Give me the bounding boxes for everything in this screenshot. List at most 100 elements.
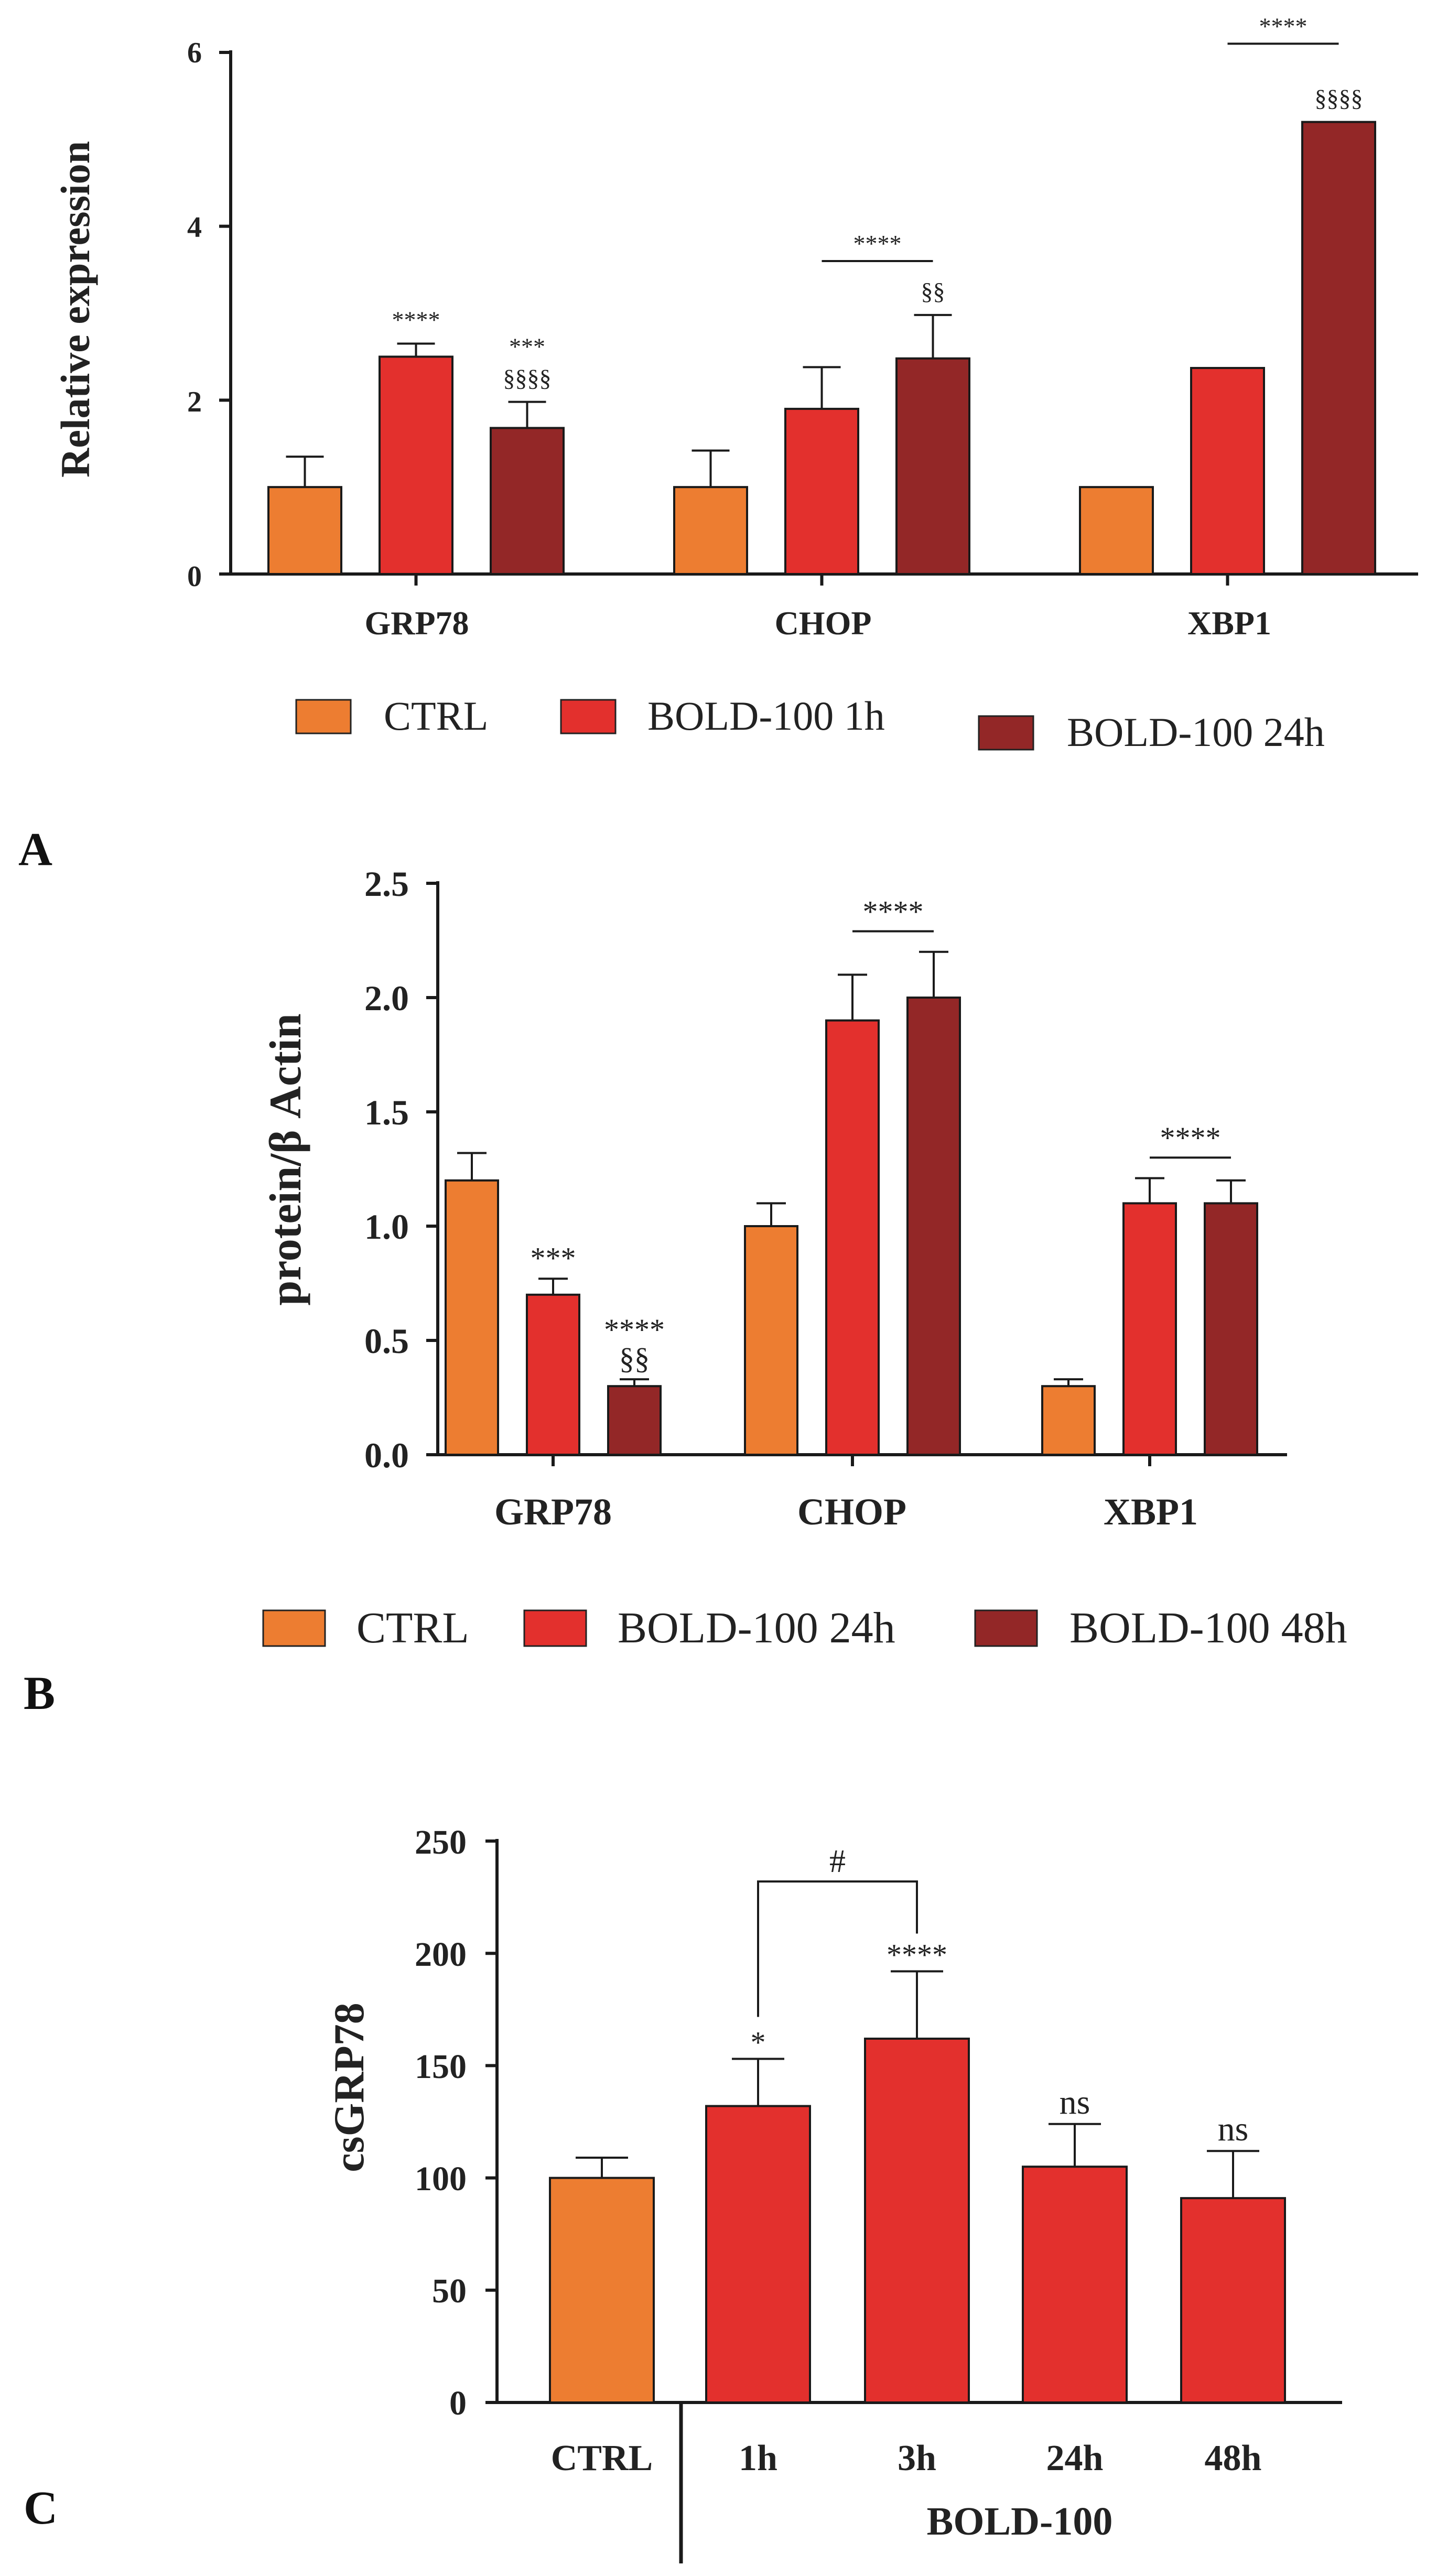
panel-c-bar — [1180, 2197, 1286, 2404]
panel-c-category-label: 3h — [898, 2438, 936, 2478]
panel-a: Relative expression 0 2 4 6 *******§§§§§… — [18, 13, 1418, 875]
panel-a-y-tick: 2 — [187, 386, 202, 418]
panel-a-bar — [1190, 366, 1265, 575]
panel-c-y-tick: 50 — [432, 2272, 467, 2310]
panel-b-bars: *******§§******** — [426, 881, 1287, 1466]
panel-a-letter: A — [18, 824, 52, 875]
panel-a-category-label: GRP78 — [364, 604, 469, 642]
panel-a-bar — [379, 355, 453, 576]
panel-a-category-label: CHOP — [775, 604, 872, 642]
panel-a-y-tick: 6 — [187, 37, 202, 69]
panel-a-legend-swatch-1h — [560, 699, 617, 734]
panel-a-bar — [784, 407, 859, 576]
panel-c-letter: C — [24, 2482, 58, 2534]
panel-b-y-tick: 0.0 — [364, 1435, 409, 1475]
panel-a-bar — [490, 427, 565, 576]
panel-c-bar — [705, 2105, 811, 2404]
panel-b-legend: CTRL BOLD-100 24h BOLD-100 48h — [262, 1604, 1347, 1652]
panel-c-significance-label: **** — [887, 1938, 947, 1972]
panel-a-significance-label: *** — [509, 333, 545, 360]
panel-b-bar — [607, 1385, 662, 1456]
panel-b-significance-label: *** — [531, 1241, 576, 1275]
panel-b-bar — [744, 1225, 798, 1456]
panel-b-bar — [825, 1019, 880, 1456]
panel-c-category-label: 1h — [739, 2438, 777, 2478]
panel-b-bracket-label: **** — [863, 895, 924, 929]
panel-a-bracket-label: **** — [853, 230, 902, 257]
panel-b-bar — [1041, 1385, 1096, 1456]
panel-b-legend-label: CTRL — [356, 1604, 469, 1652]
panel-b-bar — [526, 1293, 580, 1456]
panel-a-legend-label: BOLD-100 1h — [647, 693, 885, 739]
panel-c-x-labels: CTRL 1h 3h 24h 48h — [551, 2438, 1262, 2478]
panel-a-significance-label: §§§§ — [503, 365, 552, 392]
panel-a-y-tick: 0 — [187, 560, 202, 593]
panel-c-bracket-label: # — [829, 1844, 846, 1879]
panel-c-significance-label: ns — [1218, 2110, 1249, 2148]
panel-c-category-label: CTRL — [551, 2438, 653, 2478]
panel-b-legend-swatch-48h — [974, 1609, 1038, 1647]
panel-a-x-labels: GRP78 CHOP XBP1 — [364, 604, 1271, 642]
panel-b-letter: B — [24, 1668, 55, 1719]
panel-a-significance-label: **** — [392, 307, 440, 333]
panel-b: protein/β Actin 0.0 0.5 1.0 1.5 2.0 2.5 … — [24, 864, 1347, 1719]
panel-c-group-label: BOLD-100 — [927, 2499, 1113, 2543]
panel-b-bar — [1122, 1202, 1177, 1456]
panel-c-y-tick: 0 — [449, 2384, 467, 2422]
panel-b-bracket-label: **** — [1160, 1121, 1221, 1155]
panel-a-y-tick: 4 — [187, 211, 202, 244]
panel-c-y-label: csGRP78 — [325, 2003, 373, 2172]
panel-a-legend-label: CTRL — [384, 693, 488, 739]
panel-c-category-label: 48h — [1205, 2438, 1262, 2478]
panel-b-legend-label: BOLD-100 48h — [1069, 1604, 1347, 1652]
panel-a-bar — [895, 357, 970, 575]
panel-a-significance-label: §§§§ — [1315, 85, 1363, 112]
panel-b-y-label: protein/β Actin — [260, 1013, 310, 1305]
panel-a-bar — [1301, 121, 1376, 575]
panel-a-y-ticks: 0 2 4 6 — [187, 37, 202, 593]
panel-b-bar — [1204, 1202, 1258, 1456]
panel-a-bars: *******§§§§§§§§§§******** — [219, 13, 1418, 586]
panel-a-bracket-label: **** — [1259, 13, 1308, 39]
panel-b-significance-label: §§ — [619, 1341, 650, 1376]
panel-b-category-label: GRP78 — [494, 1491, 612, 1533]
panel-b-legend-swatch-ctrl — [262, 1609, 326, 1647]
panel-c-y-tick: 250 — [415, 1823, 467, 1861]
panel-b-legend-swatch-24h — [523, 1609, 587, 1647]
panel-b-y-tick: 1.5 — [364, 1092, 409, 1132]
panel-b-category-label: XBP1 — [1104, 1491, 1198, 1533]
panel-a-y-label: Relative expression — [52, 141, 98, 478]
panel-a-significance-label: §§ — [921, 278, 945, 305]
panel-b-category-label: CHOP — [797, 1491, 906, 1533]
panel-a-legend-label: BOLD-100 24h — [1067, 709, 1325, 755]
panel-c-bar — [1022, 2166, 1128, 2404]
panel-c-significance-label: ns — [1060, 2083, 1090, 2122]
panel-b-bar — [445, 1179, 499, 1456]
panel-c: csGRP78 0 50 100 150 200 250 *****nsns# … — [24, 1823, 1342, 2563]
panel-b-y-tick: 1.0 — [364, 1207, 409, 1247]
panel-c-category-label: 24h — [1046, 2438, 1104, 2478]
panel-b-legend-label: BOLD-100 24h — [618, 1604, 895, 1652]
panel-a-legend: CTRL BOLD-100 1h BOLD-100 24h — [295, 693, 1325, 755]
panel-a-category-label: XBP1 — [1187, 604, 1271, 642]
panel-c-y-ticks: 0 50 100 150 200 250 — [415, 1823, 467, 2422]
panel-b-x-labels: GRP78 CHOP XBP1 — [494, 1491, 1198, 1533]
panel-c-bar — [549, 2177, 655, 2404]
panel-b-bar — [906, 997, 961, 1456]
panel-c-y-tick: 150 — [415, 2048, 467, 2086]
panel-c-y-tick: 100 — [415, 2160, 467, 2198]
panel-a-bar — [1079, 486, 1154, 576]
panel-a-legend-swatch-ctrl — [295, 699, 352, 734]
panel-a-legend-swatch-24h — [978, 715, 1034, 751]
panel-c-bracket-line — [757, 1880, 918, 2017]
panel-b-y-tick: 2.0 — [364, 978, 409, 1018]
panel-c-y-tick: 200 — [415, 1935, 467, 1974]
panel-c-bar — [864, 2037, 970, 2404]
panel-a-bar — [267, 486, 342, 576]
panel-b-y-tick: 0.5 — [364, 1321, 409, 1361]
panel-b-y-tick: 2.5 — [364, 864, 409, 904]
panel-c-significance-label: * — [751, 2026, 766, 2060]
panel-b-significance-label: **** — [604, 1313, 665, 1347]
